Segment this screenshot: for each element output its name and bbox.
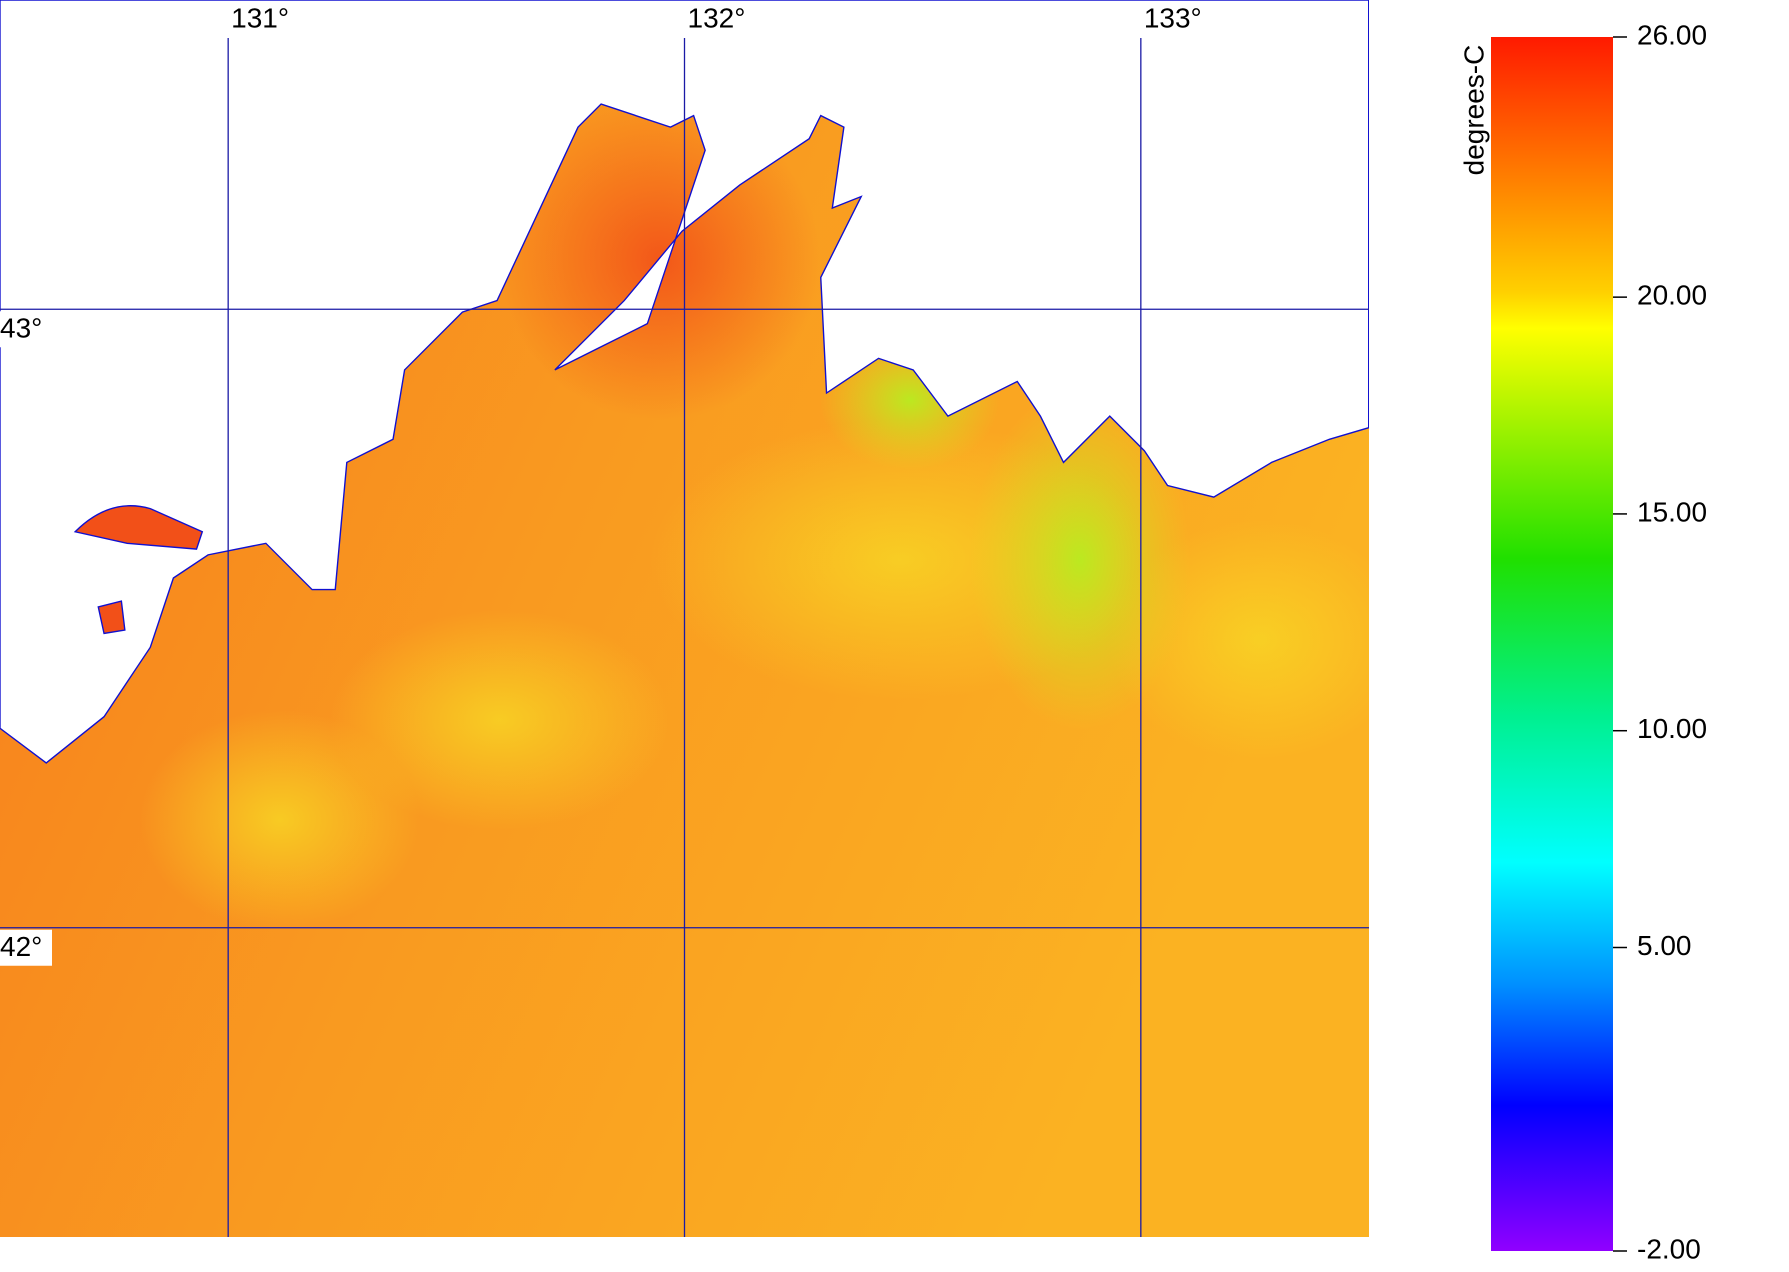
colorbar <box>1491 37 1613 1251</box>
lat-label: 42° <box>0 931 42 962</box>
graticule: 131° 132° 133° 43° 42° <box>0 2 1369 1237</box>
colorbar-tick-label: 26.00 <box>1637 19 1707 50</box>
colorbar-tick-label: 20.00 <box>1637 280 1707 311</box>
lon-label: 132° <box>688 2 746 33</box>
colorbar-tick-label: -2.00 <box>1637 1233 1701 1264</box>
lat-label-bg <box>0 311 52 348</box>
lat-label: 43° <box>0 313 42 344</box>
lon-label: 133° <box>1144 2 1202 33</box>
lat-label-bg <box>0 929 52 966</box>
lon-label: 131° <box>231 2 289 33</box>
sst-image <box>0 0 1369 1237</box>
colorbar-tick-label: 5.00 <box>1637 930 1692 961</box>
island-lagoon <box>97 600 126 635</box>
colorbar-tick-label: 10.00 <box>1637 713 1707 744</box>
lagoon <box>73 505 204 550</box>
colorbar-label: degrees-C <box>1458 45 1489 176</box>
warm-eddy <box>140 710 420 930</box>
land <box>0 0 1369 764</box>
colorbar-tick-label: 15.00 <box>1637 496 1707 527</box>
cool-water <box>970 390 1190 730</box>
warm-eddy <box>330 610 670 830</box>
